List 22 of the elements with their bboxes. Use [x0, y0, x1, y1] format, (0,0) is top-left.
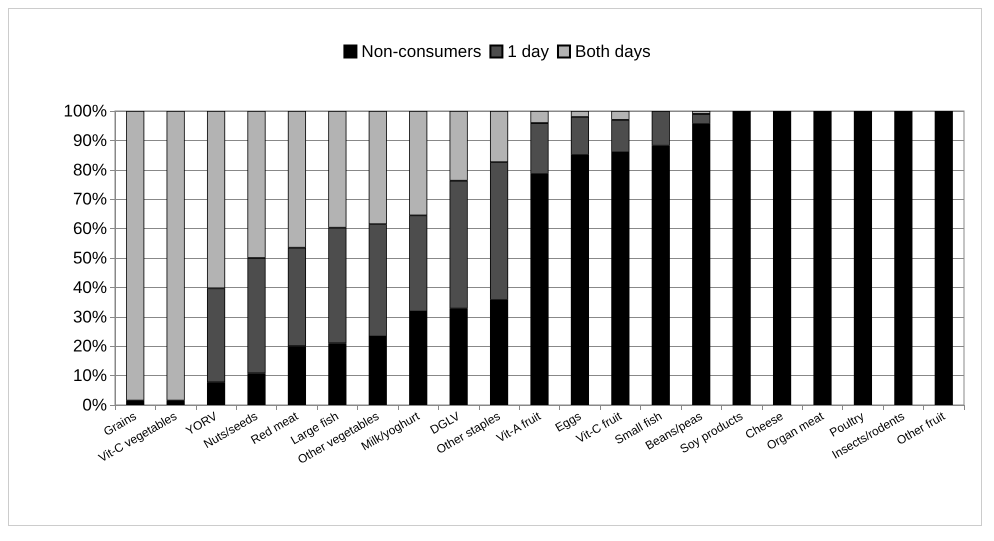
bar: [934, 111, 953, 405]
bar: [126, 111, 144, 401]
y-tick-label: 70%: [72, 190, 107, 209]
bar: [732, 111, 751, 405]
y-tick-label: 50%: [72, 248, 107, 268]
bar: [772, 111, 792, 405]
y-tick-label: 20%: [72, 336, 107, 356]
legend-label: Non-consumers: [361, 42, 482, 61]
bar: [854, 111, 872, 405]
y-tick-label: 30%: [72, 307, 107, 326]
y-tick-label: 0%: [82, 396, 107, 414]
y-tick-label: 60%: [72, 219, 107, 238]
y-tick-label: 90%: [72, 130, 107, 150]
legend-label: Both days: [574, 42, 651, 61]
bar: [166, 111, 185, 401]
y-tick-label: 80%: [72, 160, 107, 180]
bar: [813, 111, 832, 405]
y-tick-label: 40%: [72, 278, 107, 297]
legend-label: 1 day: [507, 42, 550, 61]
y-tick-label: 10%: [72, 366, 107, 386]
bar: [894, 111, 912, 405]
y-tick-label: 100%: [64, 102, 107, 120]
